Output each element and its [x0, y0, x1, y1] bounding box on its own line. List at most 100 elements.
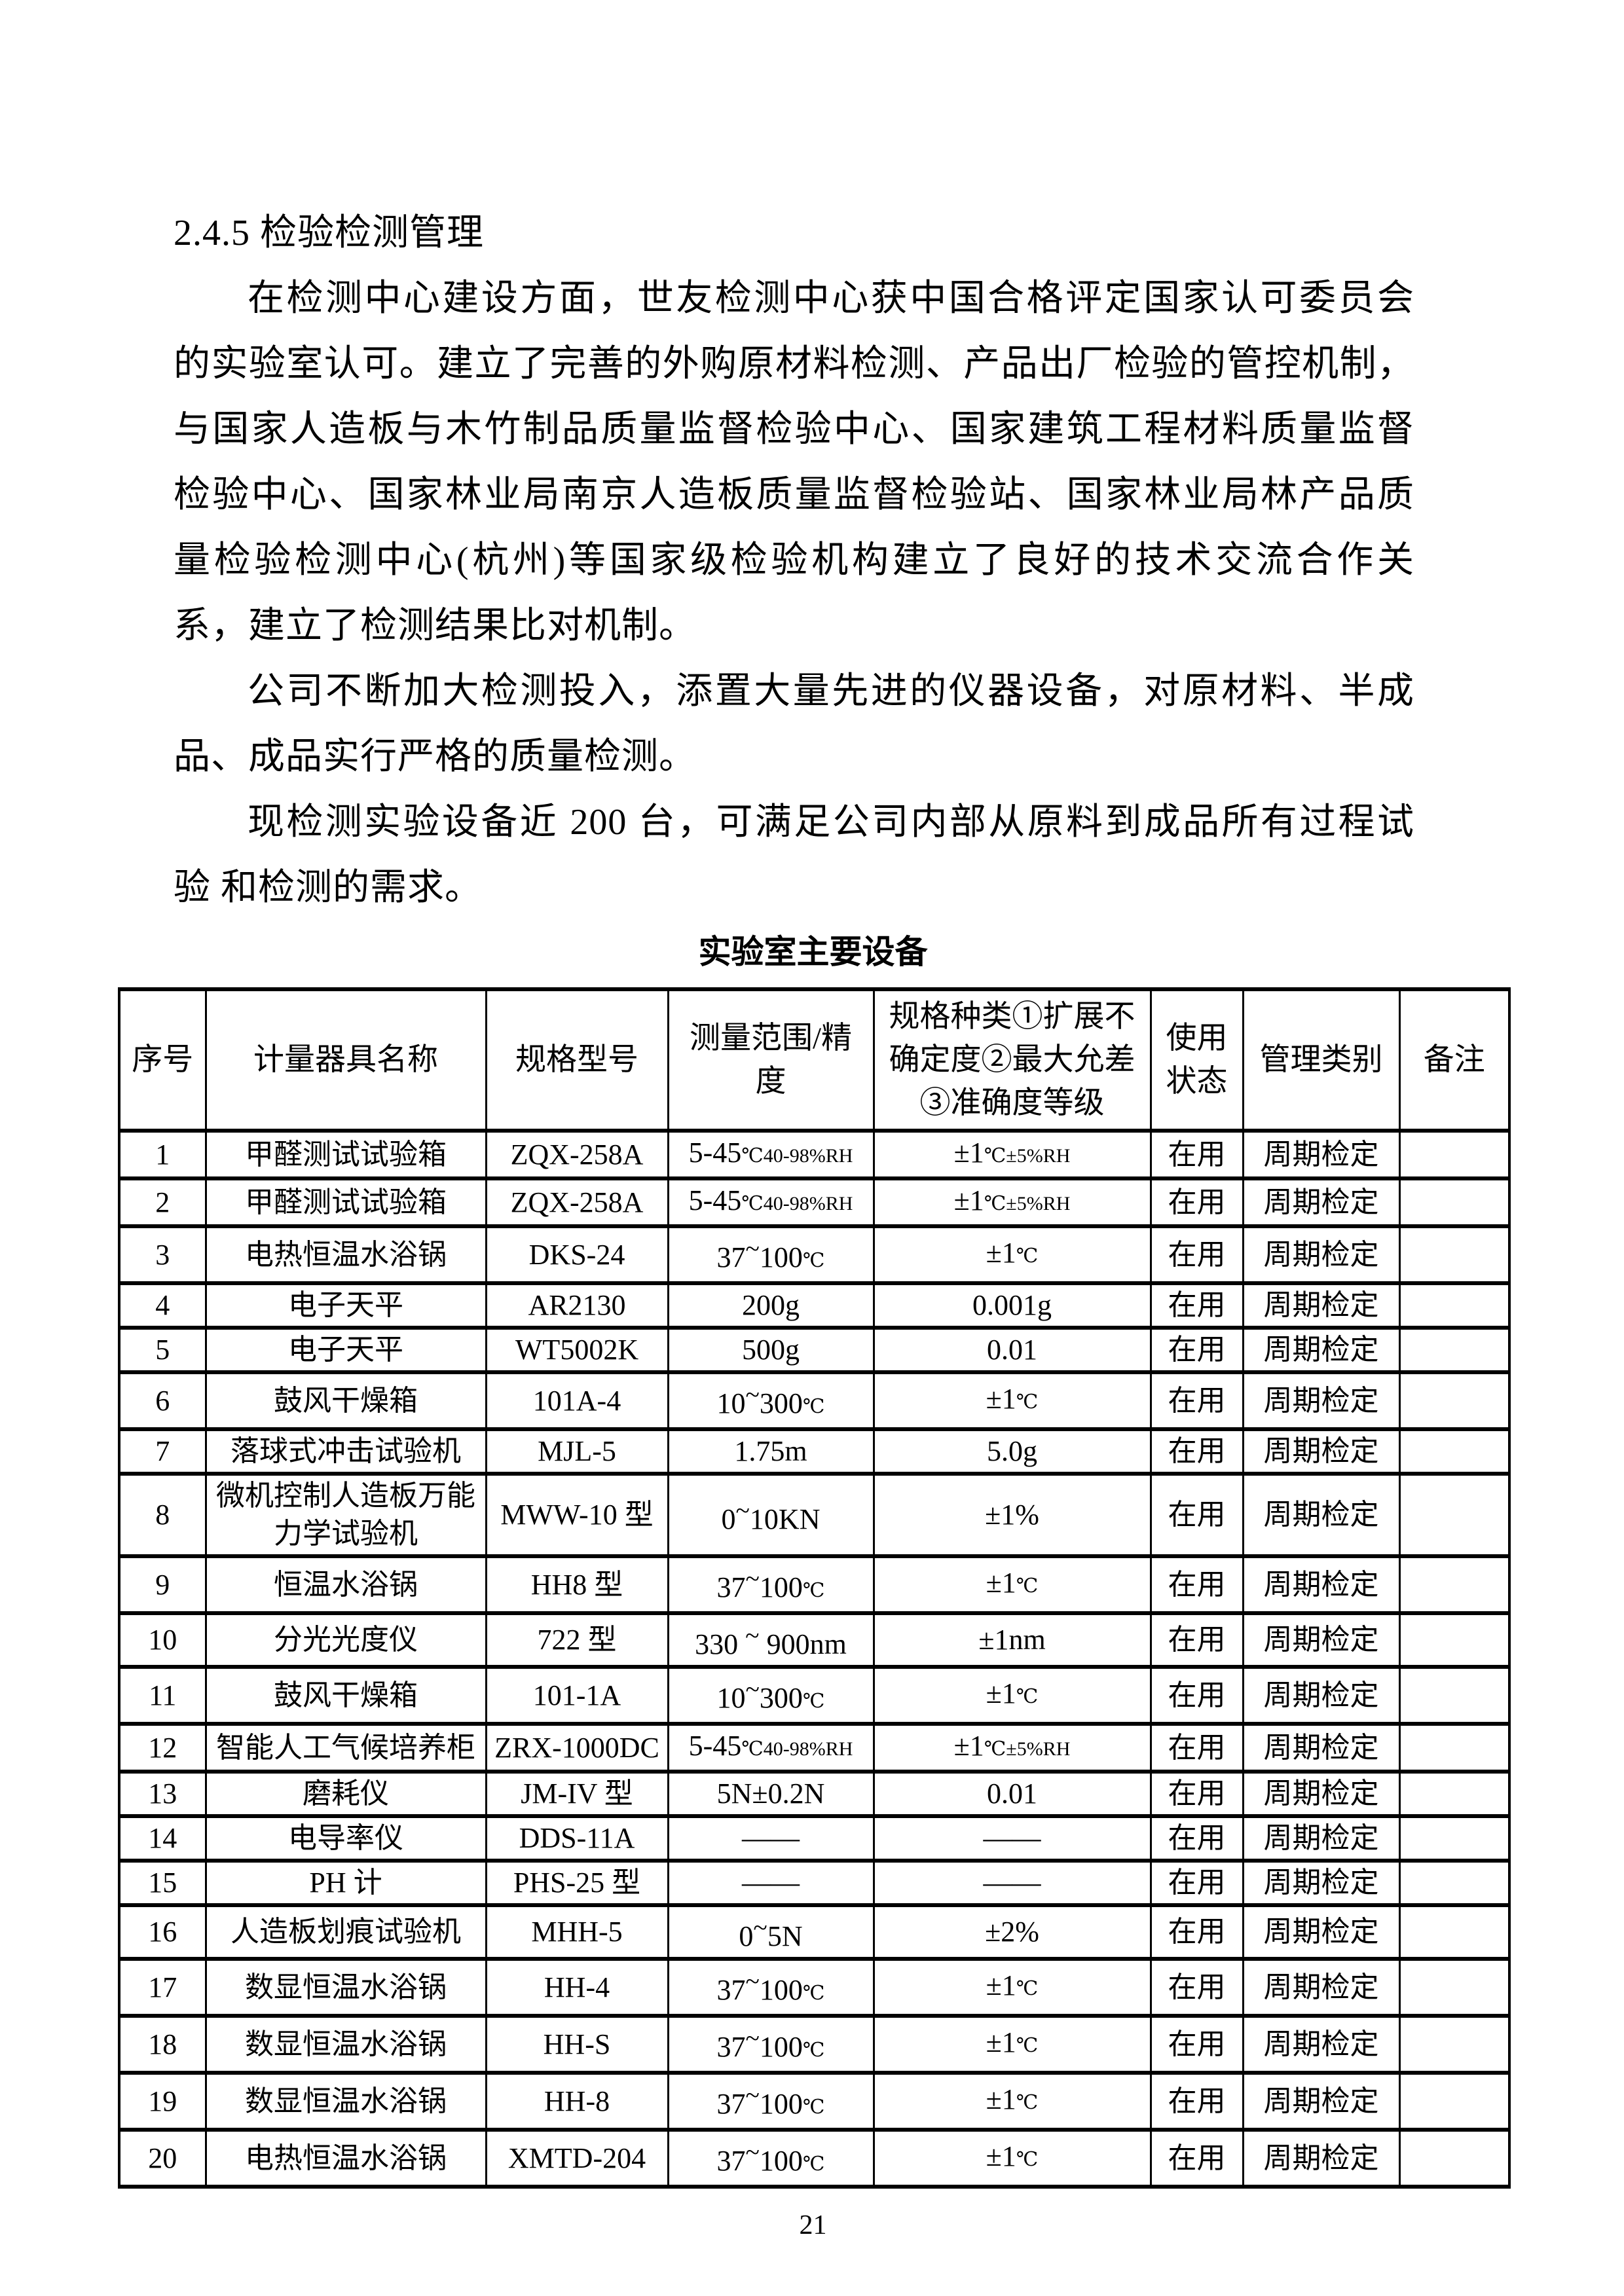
table-cell: 在用 — [1149, 1665, 1244, 1726]
paragraph: 公司不断加大检测投入，添置大量先进的仪器设备，对原材料、半成品、成品实行严格的质… — [174, 659, 1414, 790]
table-row: 19 数显恒温水浴锅 HH-8 37~100℃ ±1℃ 在用 周期检定 — [118, 2071, 1511, 2132]
table-cell: 在用 — [1149, 1370, 1244, 1432]
table-row: 8 微机控制人造板万能力学试验机 MWW-10 型 0~10KN ±1% 在用 周期检定 — [118, 1472, 1511, 1559]
table-cell: 微机控制人造板万能力学试验机 — [204, 1472, 487, 1559]
table-cell — [1398, 1814, 1511, 1863]
table-cell: 在用 — [1149, 1224, 1244, 1286]
table-row: 9 恒温水浴锅 HH8 型 37~100℃ ±1℃ 在用 周期检定 — [118, 1554, 1511, 1616]
table-cell: 人造板划痕试验机 — [204, 1903, 487, 1961]
table-cell — [1398, 1770, 1511, 1819]
table-cell: 37~100℃ — [667, 1957, 875, 2018]
table-cell: 8 — [118, 1472, 207, 1559]
table-row: 5 电子天平 WT5002K 500g 0.01 在用 周期检定 — [118, 1326, 1511, 1375]
table-cell: 甲醛测试试验箱 — [204, 1176, 487, 1228]
table-cell: 恒温水浴锅 — [204, 1554, 487, 1616]
table-cell: 0.01 — [872, 1770, 1152, 1819]
table-cell: HH-4 — [485, 1957, 669, 2018]
table-cell: 5-45℃40-98%RH — [667, 1176, 875, 1228]
table-cell: 数显恒温水浴锅 — [204, 2014, 487, 2075]
table-cell: 1.75m — [667, 1427, 875, 1476]
table-cell: 5-45℃40-98%RH — [667, 1129, 875, 1180]
table-cell: 37~100℃ — [667, 2071, 875, 2132]
table-cell: WT5002K — [485, 1326, 669, 1375]
table-cell: 在用 — [1149, 1129, 1244, 1180]
table-cell: ±1% — [872, 1472, 1152, 1559]
table-cell: 在用 — [1149, 2014, 1244, 2075]
table-cell: 722 型 — [485, 1611, 669, 1669]
table-row: 4 电子天平 AR2130 200g 0.001g 在用 周期检定 — [118, 1281, 1511, 1330]
paragraph-line: 验 和检测的需求。 — [174, 867, 482, 908]
table-cell: 周期检定 — [1242, 1427, 1401, 1476]
column-header: 测量范围/精度 — [667, 987, 875, 1133]
table-cell: ±1℃±5%RH — [872, 1129, 1152, 1180]
paragraph-line: 现检测实验设备近 200 台，可满足公司内部从原料到成品所有过程试 — [248, 802, 1414, 843]
table-cell — [1398, 1554, 1511, 1616]
column-header: 规格种类①扩展不确定度②最大允差③准确度等级 — [872, 987, 1152, 1133]
table-cell: 周期检定 — [1242, 1472, 1401, 1559]
table-cell: 0.001g — [872, 1281, 1152, 1330]
table-cell: 在用 — [1149, 1814, 1244, 1863]
table-cell: ±1℃ — [872, 2128, 1152, 2189]
table-cell: 周期检定 — [1242, 2071, 1401, 2132]
column-header: 使用状态 — [1149, 987, 1244, 1133]
table-cell: 周期检定 — [1242, 1370, 1401, 1432]
table-cell: 11 — [118, 1665, 207, 1726]
table-cell: 在用 — [1149, 1326, 1244, 1375]
table-cell: 在用 — [1149, 1176, 1244, 1228]
table-row: 20 电热恒温水浴锅 XMTD-204 37~100℃ ±1℃ 在用 周期检定 — [118, 2128, 1511, 2189]
page-number: 21 — [799, 2210, 827, 2241]
table-cell: 周期检定 — [1242, 1957, 1401, 2018]
table-cell: 在用 — [1149, 2071, 1244, 2132]
table-cell: 在用 — [1149, 1957, 1244, 2018]
table-cell: 10 — [118, 1611, 207, 1669]
table-cell: ZQX-258A — [485, 1176, 669, 1228]
table-cell: ±1℃ — [872, 1665, 1152, 1726]
table-cell: 周期检定 — [1242, 1770, 1401, 1819]
table-cell: 甲醛测试试验箱 — [204, 1129, 487, 1180]
paragraph-line: 在检测中心建设方面，世友检测中心获中国合格评定国家认可委员会 — [248, 278, 1414, 319]
paragraph-line: 品、成品实行严格的质量检测。 — [174, 737, 696, 777]
paragraph-line: 公司不断加大检测投入，添置大量先进的仪器设备，对原材料、半成 — [248, 671, 1414, 712]
table-cell: 分光光度仪 — [204, 1611, 487, 1669]
table-cell: 落球式冲击试验机 — [204, 1427, 487, 1476]
table-cell: 鼓风干燥箱 — [204, 1665, 487, 1726]
table-cell: ZQX-258A — [485, 1129, 669, 1180]
table-cell — [1398, 1957, 1511, 2018]
table-cell: 周期检定 — [1242, 1326, 1401, 1375]
table-cell: ±2% — [872, 1903, 1152, 1961]
table-cell: 智能人工气候培养柜 — [204, 1722, 487, 1774]
table-cell: 101A-4 — [485, 1370, 669, 1432]
table-cell: 2 — [118, 1176, 207, 1228]
paragraph-line: 的实验室认可。建立了完善的外购原材料检测、产品出厂检验的管控机制， — [174, 344, 1414, 384]
column-header: 计量器具名称 — [204, 987, 487, 1133]
equipment-table: 序号 计量器具名称 规格型号 测量范围/精度 规格种类①扩展不确定度②最大允差③准确度等… — [118, 987, 1511, 2189]
table-row: 2 甲醛测试试验箱 ZQX-258A 5-45℃40-98%RH ±1℃±5%RH 在用周… — [118, 1176, 1511, 1228]
table-cell: 在用 — [1149, 1903, 1244, 1961]
table-cell: ±1nm — [872, 1611, 1152, 1669]
table-cell: —— — [872, 1814, 1152, 1863]
table-cell — [1398, 1129, 1511, 1180]
table-row: 12 智能人工气候培养柜 ZRX-1000DC 5-45℃40-98%RH ±1℃±5%… — [118, 1722, 1511, 1774]
table-cell: 19 — [118, 2071, 207, 2132]
paragraph: 现检测实验设备近 200 台，可满足公司内部从原料到成品所有过程试验 和检测的需… — [174, 790, 1414, 920]
table-row: 14 电导率仪 DDS-11A —— —— 在用 周期检定 — [118, 1814, 1511, 1863]
table-cell: 7 — [118, 1427, 207, 1476]
table-cell: HH-8 — [485, 2071, 669, 2132]
table-cell: 电热恒温水浴锅 — [204, 2128, 487, 2189]
table-cell: 500g — [667, 1326, 875, 1375]
table-cell: 电子天平 — [204, 1281, 487, 1330]
table-row: 6 鼓风干燥箱 101A-4 10~300℃ ±1℃ 在用 周期检定 — [118, 1370, 1511, 1432]
table-cell: DKS-24 — [485, 1224, 669, 1286]
table-cell — [1398, 1176, 1511, 1228]
table-cell — [1398, 1224, 1511, 1286]
table-cell: HH8 型 — [485, 1554, 669, 1616]
table-cell: 10~300℃ — [667, 1665, 875, 1726]
table-cell: ±1℃ — [872, 1957, 1152, 2018]
table-cell: 在用 — [1149, 1859, 1244, 1908]
table-cell: 0.01 — [872, 1326, 1152, 1375]
table-cell: —— — [872, 1859, 1152, 1908]
table-cell — [1398, 1903, 1511, 1961]
table-cell: 周期检定 — [1242, 2014, 1401, 2075]
table-cell: 5 — [118, 1326, 207, 1375]
